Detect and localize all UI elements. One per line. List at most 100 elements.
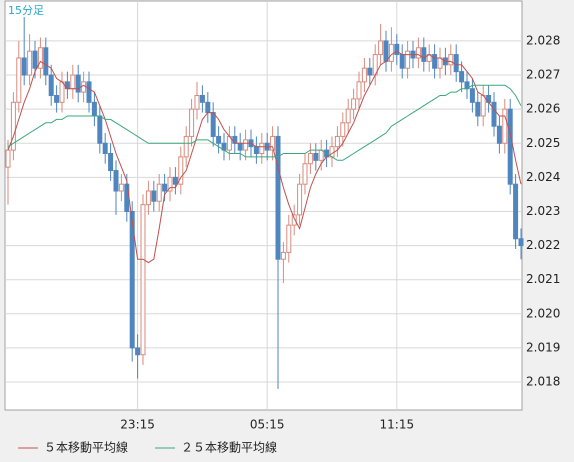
candle-body: [81, 81, 87, 93]
candle-body: [16, 57, 22, 103]
y-tick-label: 2.027: [526, 68, 560, 82]
y-tick-label: 2.022: [526, 238, 560, 252]
candle-body: [318, 149, 324, 161]
candle-body: [415, 47, 421, 59]
candle-body: [156, 183, 162, 202]
y-tick-label: 2.024: [526, 170, 560, 184]
candle-body: [367, 67, 373, 76]
candle-body: [399, 54, 405, 69]
candle-body: [507, 108, 513, 185]
candle-body: [286, 224, 292, 253]
candle-body: [405, 50, 411, 69]
candle-body: [432, 54, 438, 69]
candle-body: [237, 142, 243, 151]
candle-body: [145, 190, 151, 206]
candle-body: [383, 40, 389, 62]
candle-body: [491, 101, 497, 127]
candle-body: [313, 152, 319, 161]
candle-body: [291, 214, 297, 226]
candle-body: [129, 210, 135, 349]
candle-body: [102, 142, 108, 154]
candle-body: [253, 146, 259, 154]
x-tick-label: 05:15: [250, 418, 285, 432]
candle-body: [205, 101, 211, 114]
candle-body: [48, 74, 54, 97]
candle-body: [502, 108, 508, 144]
candle-body: [216, 135, 222, 144]
candle-body: [54, 95, 60, 103]
candle-body: [361, 67, 367, 83]
candle-body: [345, 108, 351, 124]
candle-body: [448, 54, 454, 66]
candle-body: [167, 176, 173, 192]
legend-label: ２５本移動平均線: [181, 440, 277, 455]
y-tick-label: 2.018: [526, 375, 560, 389]
candle-body: [280, 251, 286, 260]
x-tick-label: 11:15: [380, 418, 415, 432]
candle-body: [475, 101, 481, 117]
candle-body: [194, 95, 200, 110]
candle-body: [70, 74, 76, 90]
candle-body: [388, 43, 394, 62]
candle-body: [113, 170, 119, 192]
y-tick-label: 2.023: [526, 204, 560, 218]
candle-body: [480, 95, 486, 117]
y-tick-label: 2.019: [526, 340, 560, 354]
candle-body: [302, 163, 308, 185]
candle-body: [10, 101, 16, 151]
candle-body: [334, 135, 340, 148]
plot-area: [4, 0, 523, 411]
chart-title: 15分足: [8, 4, 44, 17]
candle-body: [275, 135, 281, 260]
y-tick-label: 2.020: [526, 306, 560, 320]
candle-body: [496, 125, 502, 144]
candle-body: [469, 88, 475, 103]
candle-body: [351, 98, 357, 110]
candle-body: [172, 176, 178, 185]
candle-body: [178, 156, 184, 185]
candle-body: [43, 47, 49, 76]
candle-body: [32, 50, 38, 69]
candle-body: [243, 139, 249, 151]
candle-body: [270, 135, 276, 151]
candle-body: [151, 190, 157, 202]
candle-body: [459, 71, 465, 83]
candle-body: [329, 146, 335, 158]
x-tick-label: 23:15: [120, 418, 155, 432]
grid: [5, 1, 522, 410]
y-tick-label: 2.025: [526, 136, 560, 150]
legend-label: ５本移動平均線: [44, 440, 128, 455]
candle-body: [453, 54, 459, 73]
candle-body: [27, 50, 33, 76]
candle-body: [162, 183, 168, 192]
candle-body: [518, 238, 524, 247]
candle-body: [118, 183, 124, 192]
candle-body: [5, 149, 11, 168]
moving-average-line: [7, 84, 522, 161]
y-tick-label: 2.026: [526, 102, 560, 116]
candle-body: [199, 95, 205, 103]
candle-body: [86, 81, 92, 103]
candle-body: [394, 43, 400, 56]
y-tick-label: 2.028: [526, 33, 560, 47]
candle-body: [259, 142, 265, 154]
candle-body: [183, 135, 189, 158]
candle-body: [108, 152, 114, 172]
candle-body: [340, 122, 346, 137]
candle-body: [356, 81, 362, 100]
candle-body: [75, 74, 81, 93]
candle-body: [97, 115, 103, 144]
candle-body: [378, 40, 384, 56]
moving-average-line: [7, 50, 522, 264]
candle-body: [21, 57, 27, 76]
marks: [5, 17, 524, 389]
candle-body: [437, 57, 443, 69]
candle-body: [307, 152, 313, 165]
candle-body: [135, 347, 141, 356]
candle-body: [140, 204, 146, 356]
candle-body: [513, 183, 519, 240]
candle-body: [59, 81, 65, 103]
candle-body: [189, 108, 195, 137]
candle-body: [210, 112, 216, 137]
